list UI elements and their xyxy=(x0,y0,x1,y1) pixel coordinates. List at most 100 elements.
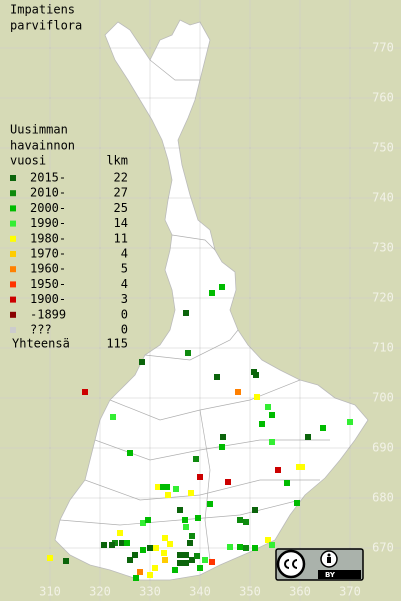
border xyxy=(144,329,239,361)
observation xyxy=(269,439,275,445)
legend: 2015- 22 2010- 27 2000- 25 1990- 14 1980- 11 1970-… xyxy=(10,171,128,337)
observation xyxy=(185,350,191,356)
x-tick-label: 340 xyxy=(189,585,211,599)
observation xyxy=(147,572,153,578)
observation xyxy=(155,484,161,490)
y-tick-label: 680 xyxy=(372,491,394,505)
legend-swatch xyxy=(10,296,16,303)
observation xyxy=(152,565,158,571)
observation xyxy=(162,557,168,563)
observation xyxy=(294,500,300,506)
observation xyxy=(235,389,241,395)
legend-count-header: lkm xyxy=(106,154,128,168)
y-tick-label: 760 xyxy=(372,91,394,105)
legend-header: Uusimman xyxy=(10,123,68,137)
x-tick-label: 360 xyxy=(289,585,311,599)
observation xyxy=(237,544,243,550)
legend-header: havainnon xyxy=(10,139,75,153)
observation xyxy=(189,533,195,539)
legend-total: 115 xyxy=(106,337,128,351)
observation xyxy=(117,530,123,536)
observation xyxy=(162,535,168,541)
y-tick-label: 720 xyxy=(372,291,394,305)
observation xyxy=(194,553,200,559)
observation xyxy=(265,404,271,410)
legend-label: 2000- xyxy=(30,201,66,215)
legend-label: -1899 xyxy=(30,307,66,321)
observation xyxy=(259,421,265,427)
observation xyxy=(193,456,199,462)
y-tick-label: 740 xyxy=(372,191,394,205)
observation xyxy=(243,545,249,551)
observation xyxy=(305,434,311,440)
legend-label: 1960- xyxy=(30,262,66,276)
observation xyxy=(47,555,53,561)
legend-swatch xyxy=(10,327,16,333)
y-tick-label: 770 xyxy=(372,41,394,55)
observation xyxy=(145,517,151,523)
border xyxy=(59,499,301,526)
legend-header: vuosi xyxy=(10,154,46,168)
observation xyxy=(347,419,353,425)
observation xyxy=(177,560,183,566)
x-tick-label: 350 xyxy=(239,585,261,599)
observation xyxy=(140,547,146,553)
observation xyxy=(160,484,166,490)
legend-count: 22 xyxy=(114,171,128,185)
legend-count: 11 xyxy=(114,231,128,245)
observation xyxy=(132,552,138,558)
observation xyxy=(269,542,275,548)
legend-label: 1950- xyxy=(30,277,66,291)
observation xyxy=(197,474,203,480)
observation xyxy=(165,492,171,498)
observation xyxy=(299,464,305,470)
x-tick-label: 370 xyxy=(339,585,361,599)
legend-label: 1980- xyxy=(30,231,66,245)
by-body xyxy=(327,557,331,563)
observation xyxy=(182,517,188,523)
observation xyxy=(187,540,193,546)
observation xyxy=(320,425,326,431)
x-tick-label: 310 xyxy=(39,585,61,599)
observation xyxy=(197,565,203,571)
legend-count: 14 xyxy=(114,216,128,230)
cc-icon xyxy=(276,549,306,579)
observation xyxy=(109,542,115,548)
observation xyxy=(173,486,179,492)
observation xyxy=(167,541,173,547)
border xyxy=(171,234,216,251)
observation xyxy=(253,372,259,378)
license-badge: BY xyxy=(275,548,364,581)
observation xyxy=(237,517,243,523)
legend-swatch xyxy=(10,175,16,181)
observation xyxy=(110,414,116,420)
observation xyxy=(161,550,167,556)
observation xyxy=(183,310,189,316)
observation xyxy=(127,450,133,456)
legend-count: 3 xyxy=(121,292,128,306)
legend-swatch xyxy=(10,235,16,242)
legend-label: 2015- xyxy=(30,171,66,185)
legend-swatch xyxy=(10,251,16,257)
legend-swatch xyxy=(10,205,16,212)
legend-count: 27 xyxy=(114,186,128,200)
observation xyxy=(183,524,189,530)
y-tick-label: 700 xyxy=(372,391,394,405)
observation xyxy=(189,557,195,563)
y-tick-label: 730 xyxy=(372,241,394,255)
observation xyxy=(183,552,189,558)
observation xyxy=(252,507,258,513)
legend-count: 25 xyxy=(114,201,128,215)
observation xyxy=(188,490,194,496)
observation xyxy=(284,480,290,486)
border xyxy=(84,479,320,501)
legend-label: 1900- xyxy=(30,292,66,306)
observation xyxy=(209,559,215,565)
observation xyxy=(82,389,88,395)
observation xyxy=(209,290,215,296)
observation xyxy=(254,394,260,400)
observation xyxy=(195,515,201,521)
observations xyxy=(47,284,353,581)
legend-label: 2010- xyxy=(30,186,66,200)
